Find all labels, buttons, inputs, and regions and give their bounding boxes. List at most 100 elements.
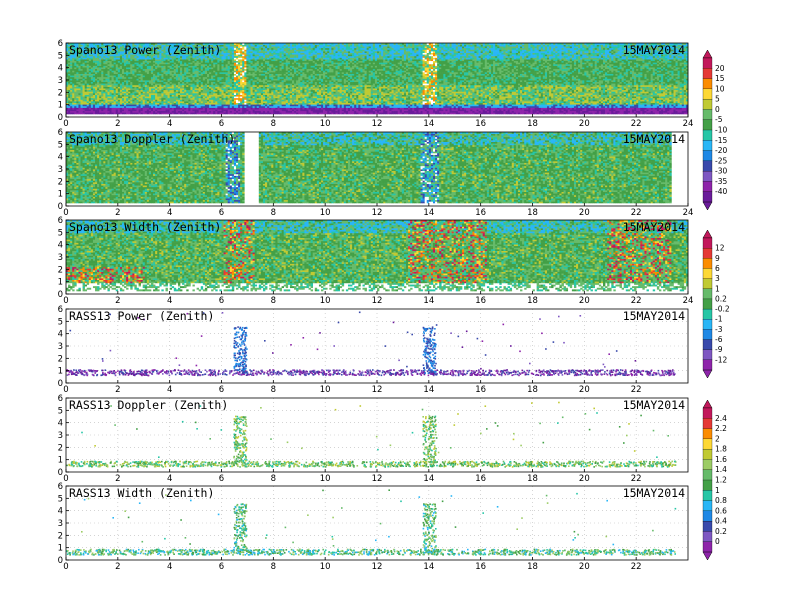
heat-cell (101, 47, 104, 50)
heat-cell (82, 46, 85, 49)
heat-cell (72, 80, 75, 83)
heat-cell (74, 60, 77, 63)
heat-cell (72, 97, 75, 100)
heat-cell (88, 52, 92, 55)
heat-cell (80, 60, 83, 63)
heat-cell (97, 55, 100, 58)
heat-cell (92, 91, 96, 94)
heat-cell (80, 76, 83, 79)
heat-cell (84, 110, 88, 113)
heat-cell (97, 73, 100, 76)
heat-cell (70, 107, 73, 110)
heat-cell (95, 44, 98, 47)
heat-cell (95, 83, 98, 86)
heat-cell (78, 49, 81, 52)
heat-cell (88, 54, 92, 57)
heat-cell (68, 55, 71, 58)
heat-cell (86, 89, 90, 92)
heat-cell (82, 65, 85, 68)
heat-cell (97, 75, 100, 78)
heat-cell (70, 91, 73, 94)
heat-cell (82, 59, 85, 62)
heat-cell (78, 57, 81, 60)
heat-cell (82, 83, 85, 86)
heat-cell (95, 94, 98, 97)
heat-cell (80, 102, 83, 105)
heat-cell (90, 91, 94, 94)
heat-cell (72, 96, 75, 99)
heat-cell (68, 73, 71, 76)
heat-cell (86, 112, 90, 115)
heat-cell (80, 86, 83, 89)
heat-cell (68, 65, 71, 68)
heat-cell (70, 76, 73, 79)
heat-cell (97, 93, 100, 95)
heat-cell (88, 47, 92, 50)
heat-cell (95, 101, 98, 103)
heat-cell (97, 72, 100, 74)
heat-cell (74, 101, 77, 103)
heat-cell (86, 47, 90, 50)
heat-cell (101, 52, 104, 55)
heat-cell (82, 51, 85, 53)
heat-cell (72, 84, 75, 87)
heat-cell (92, 78, 96, 81)
heat-cell (82, 84, 85, 87)
heat-cell (99, 76, 102, 79)
heat-cell (72, 76, 75, 79)
heat-cell (84, 80, 88, 83)
heat-cell (95, 54, 98, 57)
heat-cell (101, 89, 104, 92)
heat-cell (99, 107, 102, 110)
heat-cell (78, 97, 81, 100)
heat-cell (82, 60, 85, 63)
heat-cell (84, 86, 88, 89)
heat-cell (80, 107, 83, 110)
heat-cell (74, 105, 77, 108)
heat-cell (88, 97, 92, 100)
heat-cell (97, 91, 100, 94)
heat-cell (97, 78, 100, 81)
heat-cell (88, 94, 92, 97)
heat-cell (82, 104, 85, 107)
heat-cell (86, 110, 90, 113)
heat-cell (82, 72, 85, 74)
heat-cell (101, 75, 104, 78)
heat-cell (78, 55, 81, 58)
heat-cell (80, 68, 83, 71)
heat-cell (80, 101, 83, 103)
heat-cell (95, 63, 98, 66)
heat-cell (86, 59, 90, 62)
heat-cell (68, 44, 71, 47)
heat-cell (88, 57, 92, 60)
heat-cell (84, 65, 88, 68)
heat-cell (99, 67, 102, 70)
heat-cell (90, 68, 94, 71)
heat-cell (84, 54, 88, 57)
heat-cell (103, 110, 106, 113)
heat-cell (66, 88, 69, 91)
heat-cell (86, 88, 90, 91)
heat-cell (68, 54, 71, 57)
heat-cell (72, 51, 75, 53)
heat-cell (68, 46, 71, 49)
heat-cell (92, 46, 96, 49)
heat-cell (72, 105, 75, 108)
heat-cell (82, 110, 85, 113)
heat-cell (90, 52, 94, 55)
heat-cell (95, 107, 98, 110)
heat-cell (88, 91, 92, 94)
heat-cell (78, 78, 81, 81)
heat-cell (86, 68, 90, 71)
heat-cell (70, 80, 73, 83)
heat-cell (70, 102, 73, 105)
heat-cell (76, 63, 79, 66)
heat-cell (72, 46, 75, 49)
heat-cell (101, 96, 104, 99)
heat-cell (70, 86, 73, 89)
heat-cell (78, 112, 81, 115)
heat-cell (95, 78, 98, 81)
heat-cell (66, 110, 69, 113)
heat-cell (80, 112, 83, 115)
heat-cell (88, 112, 92, 115)
